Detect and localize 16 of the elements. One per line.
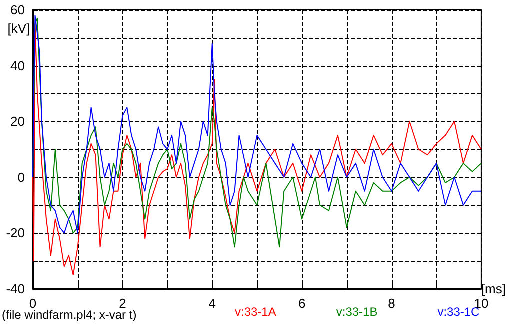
x-tick-label: 6	[298, 296, 306, 311]
y-tick-label: 60	[10, 2, 25, 18]
text: (file windfarm.pl4; x-var t)	[2, 308, 137, 322]
x-axis-title: [ms]	[481, 282, 506, 296]
y-tick-label: 40	[10, 58, 25, 74]
x-tick-label: 8	[388, 296, 396, 311]
x-tick-label: 0	[29, 296, 37, 311]
text: v:33-1B	[336, 305, 378, 319]
y-tick-label: 0	[18, 170, 25, 185]
y-tick-label: -40	[6, 282, 25, 296]
y-tick-label: -20	[6, 226, 25, 241]
x-tick-label: 4	[208, 296, 216, 311]
y-tick-label: 20	[10, 114, 25, 130]
x-tick-label: 2	[119, 296, 126, 311]
text: v:33-1A	[235, 305, 276, 319]
y-axis-title: [kV]	[8, 21, 30, 36]
